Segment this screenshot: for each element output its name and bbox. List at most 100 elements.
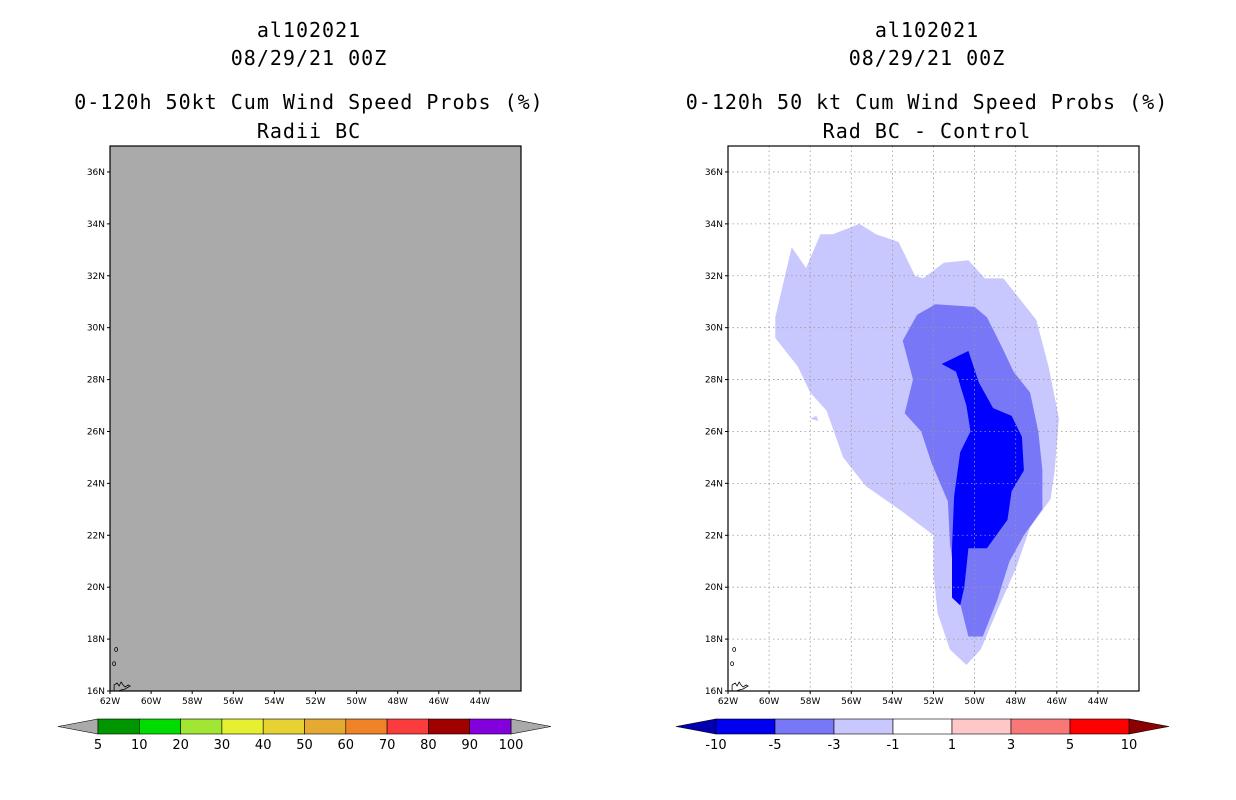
colorbar-over-arrow <box>1128 718 1170 735</box>
colorbar-label: 10 <box>131 738 148 753</box>
colorbar-swatch-4 <box>262 718 305 735</box>
colorbar-label: 3 <box>1007 738 1015 753</box>
x-tick-label: 60W <box>759 697 779 707</box>
colorbar-swatch-5 <box>304 718 347 735</box>
colorbar-label: 70 <box>379 738 396 753</box>
y-tick-label: 24N <box>705 479 723 489</box>
colorbar-label: 30 <box>214 738 231 753</box>
right-chart-svg: 62W 60W 58W 56W 54W 52W 50W 48W 46W 44W 16N 18N 20N 2… <box>675 145 1170 753</box>
colorbar-swatch-7 <box>386 718 429 735</box>
y-tick-label: 34N <box>705 220 723 230</box>
x-tick-label: 48W <box>388 697 408 707</box>
left-panel: al102021 08/29/21 00Z 0-120h 50kt Cum Wi… <box>57 18 552 753</box>
colorbar-over-arrow <box>510 718 552 735</box>
x-tick-label: 52W <box>923 697 943 707</box>
x-tick-label: 62W <box>100 697 120 707</box>
y-tick-label: 32N <box>87 272 105 282</box>
chart-title: 0-120h 50kt Cum Wind Speed Probs (%) <box>74 90 544 114</box>
y-tick-label: 26N <box>705 427 723 437</box>
chart-subtitle: Rad BC - Control <box>822 119 1032 143</box>
colorbar-label: 90 <box>461 738 478 753</box>
colorbar-label: -10 <box>705 738 726 753</box>
x-tick-label: 54W <box>264 697 284 707</box>
colorbar-label: -3 <box>828 738 841 753</box>
colorbar-swatch-0 <box>97 718 140 735</box>
datetime-title: 08/29/21 00Z <box>230 46 388 70</box>
storm-id-title: al102021 <box>256 18 362 42</box>
y-tick-label: 22N <box>705 531 723 541</box>
colorbar-label: 40 <box>255 738 272 753</box>
x-tick-label: 54W <box>882 697 902 707</box>
x-tick-label: 46W <box>429 697 449 707</box>
datetime-title: 08/29/21 00Z <box>848 46 1006 70</box>
colorbar-swatch-8 <box>428 718 470 735</box>
x-tick-label: 56W <box>223 697 243 707</box>
island-outline <box>732 647 737 652</box>
colorbar-label: 50 <box>296 738 313 753</box>
x-tick-label: 62W <box>718 697 738 707</box>
x-tick-label: 56W <box>841 697 861 707</box>
y-tick-label: 34N <box>87 220 105 230</box>
x-tick-label: 50W <box>964 697 984 707</box>
storm-id-title: al102021 <box>874 18 980 42</box>
colorbar-under-arrow <box>57 718 99 735</box>
island-outline <box>112 661 117 667</box>
y-tick-label: 22N <box>87 531 105 541</box>
y-tick-label: 18N <box>87 635 105 645</box>
colorbar-swatch-5 <box>1010 718 1071 735</box>
contour-region-3 <box>810 415 819 422</box>
x-tick-label: 50W <box>346 697 366 707</box>
coastline <box>113 681 131 692</box>
colorbar-swatch-2 <box>180 718 223 735</box>
y-tick-label: 20N <box>87 583 105 593</box>
y-tick-label: 20N <box>705 583 723 593</box>
x-tick-label: 58W <box>800 697 820 707</box>
colorbar-swatch-0 <box>715 718 776 735</box>
colorbar-label: 5 <box>1066 738 1074 753</box>
colorbar-swatch-3 <box>892 718 953 735</box>
colorbar-label: 80 <box>420 738 437 753</box>
x-tick-label: 46W <box>1047 697 1067 707</box>
left-chart-svg: 62W 60W 58W 56W 54W 52W 50W 48W 46W 44W 16N 18N 20N 2… <box>57 145 552 753</box>
coastline <box>731 681 749 692</box>
colorbar-label: 10 <box>1121 738 1138 753</box>
colorbar-swatch-1 <box>139 718 181 735</box>
x-tick-label: 44W <box>1088 697 1108 707</box>
island-outline <box>114 647 119 652</box>
x-tick-label: 48W <box>1006 697 1026 707</box>
colorbar-label: 5 <box>94 738 102 753</box>
colorbar-label: 1 <box>948 738 956 753</box>
colorbar-label: -1 <box>887 738 900 753</box>
colorbar-label: 20 <box>172 738 189 753</box>
x-tick-label: 52W <box>305 697 325 707</box>
x-tick-label: 44W <box>470 697 490 707</box>
y-tick-label: 16N <box>87 687 105 697</box>
y-tick-label: 16N <box>705 687 723 697</box>
contour-region-2 <box>941 351 1024 606</box>
y-tick-label: 30N <box>87 324 105 334</box>
colorbar-swatch-3 <box>221 718 264 735</box>
y-tick-label: 36N <box>87 168 105 178</box>
y-tick-label: 28N <box>705 376 723 386</box>
x-tick-label: 58W <box>182 697 202 707</box>
colorbar-label: 100 <box>499 738 524 753</box>
y-tick-label: 28N <box>87 376 105 386</box>
colorbar-swatch-2 <box>833 718 894 735</box>
colorbar-swatch-1 <box>774 718 835 735</box>
colorbar-label: -5 <box>769 738 782 753</box>
y-tick-label: 30N <box>705 324 723 334</box>
y-tick-label: 36N <box>705 168 723 178</box>
right-panel: al102021 08/29/21 00Z 0-120h 50 kt Cum W… <box>618 0 1236 800</box>
colorbar-swatch-4 <box>951 718 1012 735</box>
colorbar-label: 60 <box>338 738 355 753</box>
y-tick-label: 18N <box>705 635 723 645</box>
chart-title: 0-120h 50 kt Cum Wind Speed Probs (%) <box>685 90 1169 114</box>
island-outline <box>730 661 735 667</box>
y-tick-label: 24N <box>87 479 105 489</box>
y-tick-label: 32N <box>705 272 723 282</box>
x-tick-label: 60W <box>141 697 161 707</box>
colorbar-swatch-6 <box>1069 718 1130 735</box>
colorbar-swatch-6 <box>345 718 388 735</box>
y-tick-label: 26N <box>87 427 105 437</box>
plot-area <box>110 146 521 691</box>
